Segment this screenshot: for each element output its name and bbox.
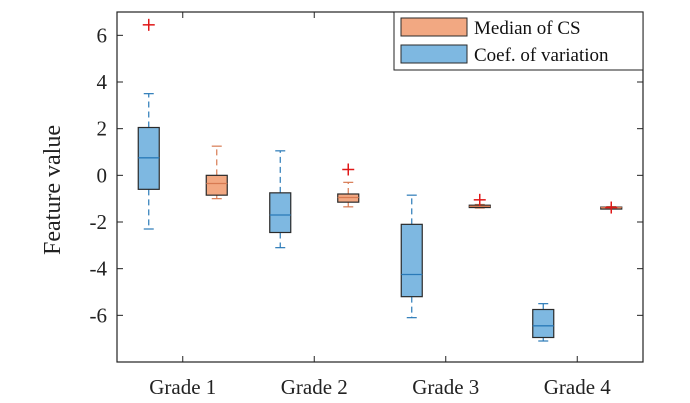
y-tick-label-6: -6	[90, 303, 108, 327]
y-axis-title: Feature value	[40, 125, 66, 255]
x-tick-label-0: Grade 1	[149, 375, 216, 399]
legend-swatch-0	[400, 17, 468, 37]
y-tick-label-5: -4	[90, 257, 108, 281]
outlier-median-of-cs-2-0	[473, 193, 486, 206]
y-tick-label-0: 6	[97, 23, 108, 47]
legend-label-1: Coef. of variation	[474, 45, 609, 66]
x-tick-label-2: Grade 3	[412, 375, 479, 399]
box-median-of-cs-0	[205, 174, 228, 196]
box-coef-of-variation-2	[400, 223, 423, 298]
x-tick-label-3: Grade 4	[544, 375, 612, 399]
y-tick-label-3: 0	[97, 163, 108, 187]
outlier-median-of-cs-1-0	[342, 163, 355, 176]
legend-swatch-1	[400, 44, 468, 64]
plot-frame	[116, 11, 644, 363]
box-coef-of-variation-1	[269, 192, 292, 234]
y-tick-label-1: 4	[97, 70, 108, 94]
y-tick-label-4: -2	[90, 210, 108, 234]
legend-label-0: Median of CS	[474, 18, 581, 39]
outlier-coef-of-variation-0-0	[142, 18, 155, 31]
x-tick-label-1: Grade 2	[281, 375, 348, 399]
outlier-median-of-cs-3-0	[605, 201, 618, 214]
box-coef-of-variation-3	[532, 308, 555, 339]
y-tick-label-2: 2	[97, 117, 108, 141]
